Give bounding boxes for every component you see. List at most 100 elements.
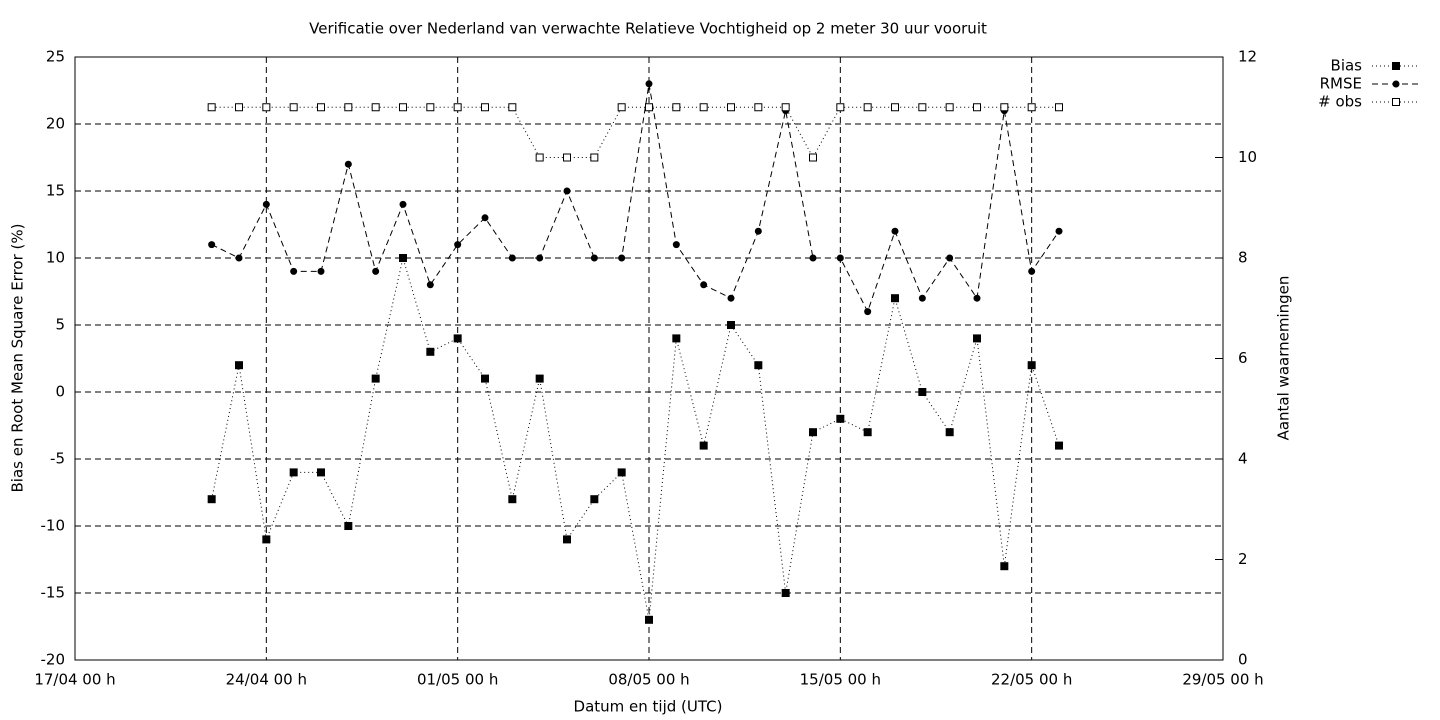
point	[235, 361, 243, 370]
point	[918, 103, 927, 112]
chart-title: Verificatie over Nederland van verwachte…	[309, 20, 987, 38]
point	[1000, 103, 1009, 112]
point	[262, 535, 271, 544]
point	[289, 103, 298, 112]
x-tick-label: 01/05 00 h	[417, 671, 498, 689]
point	[1027, 361, 1036, 370]
point	[809, 254, 817, 262]
point	[754, 361, 763, 370]
point	[727, 321, 735, 329]
point	[453, 103, 462, 112]
point	[290, 267, 298, 275]
point	[973, 103, 981, 112]
point	[836, 414, 845, 423]
point	[754, 227, 762, 235]
point	[399, 254, 407, 262]
point	[1028, 267, 1036, 275]
point	[426, 103, 435, 112]
point	[371, 374, 380, 383]
point	[208, 241, 216, 249]
point	[973, 334, 981, 343]
x-tick-label: 24/04 00 h	[226, 671, 307, 689]
point	[563, 535, 571, 544]
point	[453, 334, 462, 343]
x-axis-label: Datum en tijd (UTC)	[574, 698, 723, 716]
point	[945, 103, 954, 112]
point	[317, 267, 325, 275]
y-tick-label: 15	[46, 182, 65, 200]
point	[426, 281, 434, 289]
series-line	[211, 256, 1060, 620]
legend-marker	[1392, 62, 1400, 70]
point	[1055, 227, 1063, 235]
point	[809, 428, 817, 437]
point	[1055, 103, 1063, 112]
point	[508, 254, 516, 262]
point	[836, 103, 845, 112]
point	[672, 103, 681, 112]
point	[754, 103, 763, 112]
point	[289, 468, 298, 477]
point	[617, 468, 626, 477]
legend-marker	[1392, 80, 1400, 88]
point	[535, 153, 544, 162]
point	[891, 294, 899, 303]
x-tick-label: 29/05 00 h	[1182, 671, 1263, 689]
point	[973, 294, 981, 302]
point	[727, 103, 735, 112]
point	[590, 153, 599, 162]
point	[672, 334, 681, 343]
point	[535, 374, 544, 383]
point	[645, 103, 653, 112]
legend-label: RMSE	[1320, 75, 1362, 93]
point	[781, 589, 790, 597]
y2-tick-label: 12	[1238, 48, 1257, 66]
point	[371, 103, 380, 112]
point	[317, 468, 325, 477]
x-tick-label: 22/05 00 h	[991, 671, 1072, 689]
point	[399, 103, 407, 112]
point	[809, 153, 817, 162]
y2-tick-label: 8	[1238, 249, 1248, 267]
y2-tick-label: 4	[1238, 450, 1248, 468]
x-tick-label: 15/05 00 h	[800, 671, 881, 689]
y2-tick-label: 0	[1238, 651, 1248, 669]
point	[508, 495, 517, 504]
point	[399, 200, 407, 208]
point	[508, 103, 517, 112]
point	[945, 428, 954, 437]
x-tick-label: 08/05 00 h	[608, 671, 689, 689]
series-line	[211, 106, 1059, 159]
point	[481, 374, 489, 383]
point	[317, 103, 325, 112]
point	[563, 153, 571, 162]
point	[727, 294, 735, 302]
point	[563, 187, 571, 195]
point	[235, 103, 243, 112]
point	[481, 103, 489, 112]
point	[699, 103, 708, 112]
point	[235, 254, 243, 262]
point	[863, 428, 872, 437]
point	[1055, 441, 1063, 450]
point	[672, 241, 680, 249]
point	[207, 103, 216, 112]
point	[781, 103, 790, 112]
y-tick-label: -20	[41, 651, 66, 669]
point	[536, 254, 544, 262]
legend-label: Bias	[1331, 57, 1363, 75]
point	[864, 308, 872, 316]
y-axis-label: Bias en Root Mean Square Error (%)	[9, 224, 27, 493]
point	[262, 103, 271, 112]
point	[590, 254, 598, 262]
y2-axis-label: Aantal waarnemingen	[1275, 276, 1293, 441]
y-tick-label: 10	[46, 249, 65, 267]
point	[372, 267, 380, 275]
y2-tick-label: 10	[1238, 148, 1257, 166]
y-tick-label: -15	[41, 584, 66, 602]
point	[918, 388, 927, 396]
point	[645, 615, 653, 624]
point	[1027, 103, 1036, 112]
y-tick-label: 20	[46, 115, 65, 133]
